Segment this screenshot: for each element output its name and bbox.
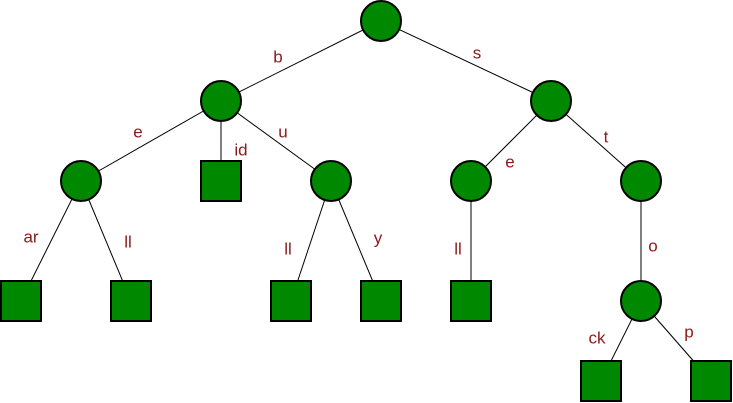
internal-node-n-se	[450, 160, 492, 202]
edge-n-b-n-bu	[220, 100, 332, 182]
edge-label-root-n-b: b	[273, 47, 282, 66]
leaf-node-n-bull	[270, 280, 312, 322]
edge-labels-layer: b s e id u ar ll ll y e t ll o ck p	[23, 43, 693, 347]
edge-label-n-be-n-bear: ar	[23, 227, 38, 246]
leaf-node-n-buy	[360, 280, 402, 322]
edge-label-root-n-s: s	[473, 43, 482, 62]
edge-label-n-be-n-bell: ll	[124, 232, 132, 251]
edge-label-n-sto-n-stock: ck	[589, 328, 607, 347]
leaf-node-n-bell	[110, 280, 152, 322]
edge-label-n-b-n-be: e	[133, 122, 142, 141]
edges-layer	[20, 20, 712, 382]
edge-label-n-bu-n-buy: y	[374, 228, 383, 247]
edge-root-n-s	[380, 20, 552, 102]
internal-node-root	[360, 0, 402, 42]
internal-node-n-s	[530, 80, 572, 122]
leaf-node-n-bid	[200, 160, 242, 202]
leaf-node-n-stop	[690, 360, 732, 402]
edge-label-n-st-n-sto: o	[648, 236, 657, 255]
edge-label-n-s-n-st: t	[604, 127, 609, 146]
edge-label-n-b-n-bid: id	[234, 140, 247, 159]
leaf-node-n-sell	[450, 280, 492, 322]
edge-label-n-b-n-bu: u	[278, 122, 287, 141]
internal-node-n-sto	[620, 280, 662, 322]
edge-label-n-se-n-sell: ll	[454, 239, 462, 258]
edge-label-n-bu-n-bull: ll	[284, 239, 292, 258]
internal-node-n-b	[200, 80, 242, 122]
internal-node-n-st	[620, 160, 662, 202]
leaf-node-n-bear	[0, 280, 42, 322]
edge-label-n-sto-n-stop: p	[684, 322, 693, 341]
leaf-node-n-stock	[580, 360, 622, 402]
internal-node-n-bu	[310, 160, 352, 202]
edge-n-b-n-be	[80, 100, 222, 182]
edge-label-n-s-n-se: e	[505, 152, 514, 171]
internal-node-n-be	[60, 160, 102, 202]
edge-root-n-b	[220, 20, 382, 102]
